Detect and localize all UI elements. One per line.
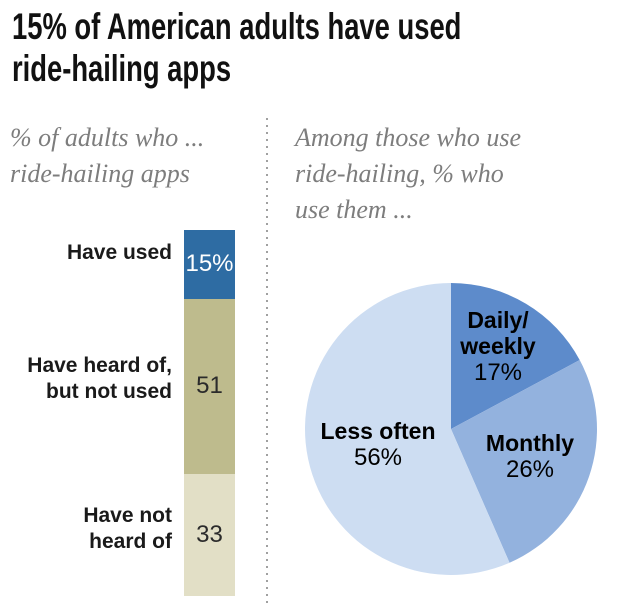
- pie-chart: [305, 283, 597, 575]
- bar-segment-have-not-heard-of: 33: [184, 474, 235, 596]
- pie-slice-name-less-often: Less often: [320, 418, 436, 444]
- left-panel-subtitle: % of adults who ... ride-hailing apps: [10, 123, 205, 188]
- bar-category-label-have-heard-of-but-not-used: Have heard of, but not used: [27, 354, 172, 403]
- pie-slice-name-monthly: Monthly: [485, 430, 575, 456]
- pie-slice-less-often: [305, 283, 510, 575]
- bar-segment-have-used: 15%: [184, 230, 235, 299]
- page-title: 15% of American adults have used ride-ha…: [12, 6, 462, 89]
- pie-label-daily-weekly: Daily/ weekly 17%: [433, 307, 563, 386]
- pie-slice-percent-daily-weekly: 17%: [473, 359, 523, 386]
- bar-category-label-have-used: Have used: [66, 241, 172, 264]
- bar-value-label-have-not-heard-of: 33: [196, 521, 223, 548]
- pie-slice-monthly: [451, 360, 597, 563]
- right-panel-subtitle: Among those who use ride-hailing, % who …: [295, 123, 522, 224]
- bar-value-label-have-heard-of-but-not-used: 51: [196, 372, 223, 400]
- pie-slice-percent-less-often: 56%: [353, 444, 403, 471]
- pie-slice-daily-weekly: [451, 283, 580, 429]
- bar-segment-have-heard-of-but-not-used: 51: [184, 298, 235, 474]
- bar-category-label-have-not-heard-of: Have not heard of: [83, 504, 172, 553]
- stacked-bar: 15% 51 33: [184, 230, 235, 596]
- pie-label-monthly: Monthly 26%: [465, 430, 595, 483]
- pie-label-less-often: Less often 56%: [313, 418, 443, 471]
- pie-slice-percent-monthly: 26%: [505, 456, 555, 483]
- panel-divider: [266, 118, 268, 604]
- bar-value-label-have-used: 15%: [185, 250, 234, 278]
- pie-slice-name-daily-weekly: Daily/ weekly: [460, 307, 536, 359]
